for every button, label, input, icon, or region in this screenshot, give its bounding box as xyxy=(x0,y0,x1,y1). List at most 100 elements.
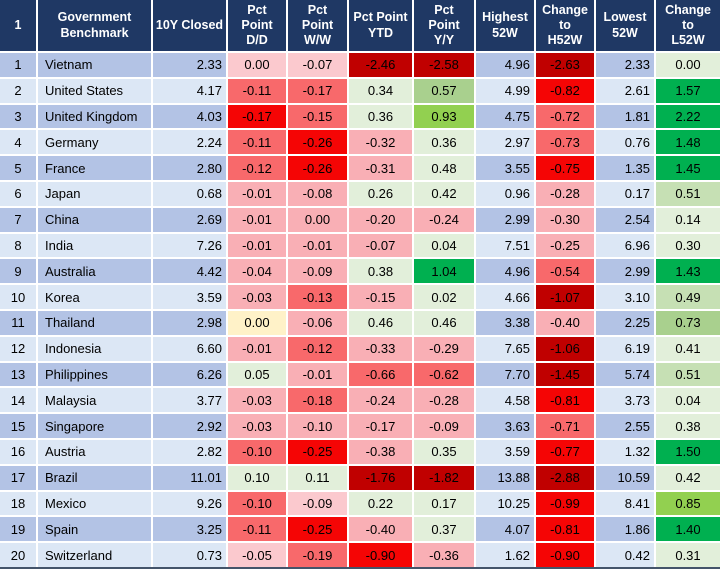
cell-lowest-52w: 10.59 xyxy=(594,463,656,492)
cell-10y-closed: 2.92 xyxy=(151,412,228,440)
table-row: 3 United Kingdom 4.03 -0.17 -0.15 0.36 0… xyxy=(0,102,720,131)
cell-10y-closed: 2.69 xyxy=(151,205,228,234)
cell-10y-closed: 9.26 xyxy=(151,489,228,518)
cell-lowest-52w: 2.33 xyxy=(594,51,656,79)
cell-lowest-52w: 2.61 xyxy=(594,76,656,105)
cell-pct-point-ww: -0.08 xyxy=(286,179,349,208)
cell-10y-closed: 2.82 xyxy=(151,437,228,466)
cell-pct-point-ytd: 0.38 xyxy=(347,257,414,286)
cell-row-number: 2 xyxy=(0,76,38,105)
cell-country: Austria xyxy=(36,437,153,466)
cell-pct-point-dd: -0.11 xyxy=(226,515,288,544)
cell-pct-point-yy: 0.04 xyxy=(412,231,476,260)
cell-lowest-52w: 3.73 xyxy=(594,386,656,415)
cell-pct-point-yy: 1.04 xyxy=(412,257,476,286)
cell-highest-52w: 7.70 xyxy=(474,360,536,389)
cell-change-to-h52w: -1.45 xyxy=(534,360,596,389)
cell-lowest-52w: 3.10 xyxy=(594,283,656,311)
cell-country: Vietnam xyxy=(36,51,153,79)
table-row: 4 Germany 2.24 -0.11 -0.26 -0.32 0.36 2.… xyxy=(0,128,720,157)
table-body: 1 Vietnam 2.33 0.00 -0.07 -2.46 -2.58 4.… xyxy=(0,51,720,569)
header-change-to-h52w: Change to H52W xyxy=(534,0,596,53)
table-row: 14 Malaysia 3.77 -0.03 -0.18 -0.24 -0.28… xyxy=(0,386,720,415)
cell-pct-point-ww: 0.00 xyxy=(286,205,349,234)
cell-pct-point-ytd: 0.36 xyxy=(347,102,414,131)
cell-country: Singapore xyxy=(36,412,153,440)
cell-10y-closed: 4.17 xyxy=(151,76,228,105)
cell-pct-point-ytd: -0.20 xyxy=(347,205,414,234)
cell-change-to-l52w: 0.73 xyxy=(654,308,720,337)
cell-country: Spain xyxy=(36,515,153,544)
cell-row-number: 9 xyxy=(0,257,38,286)
cell-highest-52w: 10.25 xyxy=(474,489,536,518)
cell-pct-point-ytd: 0.34 xyxy=(347,76,414,105)
header-pct-point-dd: Pct Point D/D xyxy=(226,0,288,53)
cell-country: Indonesia xyxy=(36,334,153,363)
cell-pct-point-dd: -0.05 xyxy=(226,541,288,569)
cell-highest-52w: 3.55 xyxy=(474,154,536,182)
cell-highest-52w: 4.07 xyxy=(474,515,536,544)
header-pct-point-ytd: Pct Point YTD xyxy=(347,0,414,53)
cell-change-to-h52w: -0.81 xyxy=(534,515,596,544)
cell-10y-closed: 4.42 xyxy=(151,257,228,286)
cell-row-number: 6 xyxy=(0,179,38,208)
cell-country: Switzerland xyxy=(36,541,153,569)
cell-row-number: 4 xyxy=(0,128,38,157)
table-row: 2 United States 4.17 -0.11 -0.17 0.34 0.… xyxy=(0,76,720,105)
cell-lowest-52w: 2.55 xyxy=(594,412,656,440)
cell-row-number: 1 xyxy=(0,51,38,79)
table-row: 19 Spain 3.25 -0.11 -0.25 -0.40 0.37 4.0… xyxy=(0,515,720,544)
cell-pct-point-yy: 0.37 xyxy=(412,515,476,544)
cell-change-to-l52w: 0.00 xyxy=(654,51,720,79)
cell-pct-point-yy: -0.62 xyxy=(412,360,476,389)
cell-pct-point-ytd: -0.40 xyxy=(347,515,414,544)
cell-highest-52w: 4.96 xyxy=(474,257,536,286)
cell-pct-point-dd: -0.01 xyxy=(226,334,288,363)
cell-pct-point-ytd: 0.26 xyxy=(347,179,414,208)
cell-row-number: 7 xyxy=(0,205,38,234)
cell-pct-point-dd: -0.01 xyxy=(226,179,288,208)
cell-pct-point-yy: 0.48 xyxy=(412,154,476,182)
cell-change-to-l52w: 1.43 xyxy=(654,257,720,286)
cell-10y-closed: 3.77 xyxy=(151,386,228,415)
cell-pct-point-dd: -0.11 xyxy=(226,76,288,105)
cell-10y-closed: 2.24 xyxy=(151,128,228,157)
cell-pct-point-ytd: -0.31 xyxy=(347,154,414,182)
header-pct-point-yy: Pct Point Y/Y xyxy=(412,0,476,53)
cell-change-to-h52w: -0.54 xyxy=(534,257,596,286)
cell-change-to-h52w: -0.90 xyxy=(534,541,596,569)
cell-pct-point-yy: -0.29 xyxy=(412,334,476,363)
cell-row-number: 18 xyxy=(0,489,38,518)
cell-country: Thailand xyxy=(36,308,153,337)
table-row: 10 Korea 3.59 -0.03 -0.13 -0.15 0.02 4.6… xyxy=(0,283,720,311)
cell-pct-point-dd: -0.04 xyxy=(226,257,288,286)
cell-pct-point-yy: -2.58 xyxy=(412,51,476,79)
cell-highest-52w: 1.62 xyxy=(474,541,536,569)
table-row: 8 India 7.26 -0.01 -0.01 -0.07 0.04 7.51… xyxy=(0,231,720,260)
cell-highest-52w: 4.99 xyxy=(474,76,536,105)
cell-country: France xyxy=(36,154,153,182)
cell-row-number: 15 xyxy=(0,412,38,440)
cell-10y-closed: 7.26 xyxy=(151,231,228,260)
cell-change-to-h52w: -0.71 xyxy=(534,412,596,440)
cell-change-to-l52w: 0.30 xyxy=(654,231,720,260)
cell-change-to-h52w: -0.40 xyxy=(534,308,596,337)
cell-pct-point-ytd: -0.33 xyxy=(347,334,414,363)
cell-highest-52w: 4.75 xyxy=(474,102,536,131)
cell-pct-point-yy: 0.17 xyxy=(412,489,476,518)
cell-pct-point-ww: -0.01 xyxy=(286,231,349,260)
cell-highest-52w: 4.58 xyxy=(474,386,536,415)
table-row: 20 Switzerland 0.73 -0.05 -0.19 -0.90 -0… xyxy=(0,541,720,569)
cell-lowest-52w: 5.74 xyxy=(594,360,656,389)
table-row: 11 Thailand 2.98 0.00 -0.06 0.46 0.46 3.… xyxy=(0,308,720,337)
cell-pct-point-yy: 0.57 xyxy=(412,76,476,105)
cell-change-to-h52w: -0.28 xyxy=(534,179,596,208)
cell-10y-closed: 6.26 xyxy=(151,360,228,389)
cell-pct-point-ww: -0.01 xyxy=(286,360,349,389)
cell-pct-point-ww: -0.06 xyxy=(286,308,349,337)
cell-change-to-l52w: 0.85 xyxy=(654,489,720,518)
cell-highest-52w: 13.88 xyxy=(474,463,536,492)
cell-pct-point-dd: -0.10 xyxy=(226,489,288,518)
cell-pct-point-dd: -0.03 xyxy=(226,412,288,440)
